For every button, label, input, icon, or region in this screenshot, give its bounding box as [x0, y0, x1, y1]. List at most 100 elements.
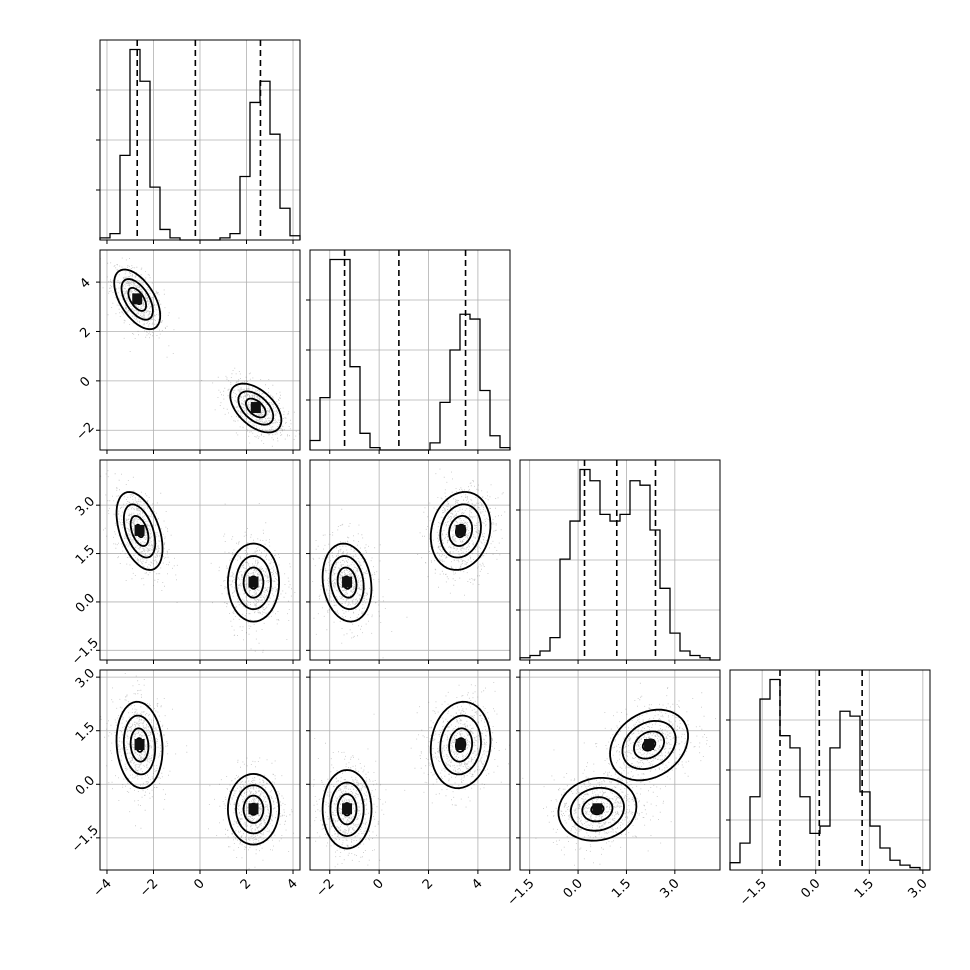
panel-3-1 [306, 669, 511, 874]
panel-2-0 [96, 459, 301, 664]
xtick-label: 0.0 [798, 876, 823, 901]
density [310, 682, 510, 868]
contour-level [115, 491, 164, 571]
panel-3-3 [726, 669, 931, 874]
panel-frame [99, 669, 301, 871]
contour-level [581, 796, 614, 823]
xtick-label: 0.0 [561, 876, 586, 901]
scatter-points [100, 470, 296, 653]
density-peak [134, 739, 145, 750]
contour-level [129, 727, 150, 763]
ytick-label: 2 [77, 325, 93, 341]
ytick-label: 3.0 [73, 666, 98, 691]
xtick-label: 2 [238, 876, 254, 892]
panel-frame [309, 459, 511, 661]
histogram-2 [519, 468, 720, 661]
contour-level [113, 268, 162, 331]
ytick-label: 0.0 [73, 591, 98, 616]
panel-2-2 [516, 459, 721, 664]
contour-level [122, 714, 157, 776]
density-peak [134, 524, 145, 536]
panel-frame [99, 249, 301, 451]
ytick-label: 3.0 [73, 494, 98, 519]
contour-level [244, 397, 267, 419]
density-peak [342, 576, 353, 588]
ytick-label: −1.5 [69, 635, 102, 668]
ytick-label: 1.5 [73, 542, 98, 567]
contour-level [127, 287, 148, 312]
contour-level [120, 278, 154, 321]
xtick-label: 1.5 [852, 876, 877, 901]
contour-level [242, 794, 265, 824]
density [522, 682, 720, 866]
xtick-label: 3.0 [905, 876, 930, 901]
contour-level [235, 555, 272, 611]
contour-level [336, 566, 358, 599]
xtick-label: 4 [284, 876, 300, 892]
contour-level [429, 491, 492, 571]
xtick-label: 1.5 [609, 876, 634, 901]
histogram-3 [729, 678, 930, 871]
contour-level [329, 555, 365, 611]
scatter-points [312, 468, 506, 659]
contour-level [448, 515, 473, 547]
histogram-1 [309, 258, 511, 451]
panel-frame [729, 669, 931, 871]
xtick-label: 0 [191, 876, 207, 892]
panel-frame [99, 39, 301, 241]
xtick-label: −2 [313, 876, 337, 900]
contour-level [242, 566, 265, 599]
contour-level [448, 727, 473, 763]
ytick-label: 0.0 [73, 773, 98, 798]
contour-level [439, 503, 482, 559]
panel-frame [99, 459, 301, 661]
density-peak [132, 293, 143, 305]
panel-frame [309, 249, 511, 451]
xtick-label: −2 [137, 876, 161, 900]
contour-level [557, 777, 638, 842]
xtick-label: 0 [371, 876, 387, 892]
contour-level [633, 730, 665, 760]
contour-level [321, 542, 373, 623]
ytick-label: −1.5 [69, 823, 102, 856]
contour-level [123, 503, 157, 559]
ytick-label: 0 [77, 374, 93, 390]
density [100, 673, 294, 870]
panel-3-0 [96, 669, 301, 874]
contour-level [115, 700, 164, 790]
contour-level [429, 700, 492, 790]
density [100, 470, 296, 653]
density-peak [455, 739, 466, 750]
panel-frame [519, 459, 721, 661]
contour-level [129, 514, 150, 547]
contour-level [229, 382, 283, 434]
xtick-label: −1.5 [505, 876, 538, 909]
density-peak [455, 524, 466, 536]
panel-0-0 [96, 39, 301, 244]
panel-1-1 [306, 249, 511, 454]
density [100, 257, 300, 447]
contour-level [235, 784, 272, 835]
ytick-label: 1.5 [73, 720, 98, 745]
scatter-points [100, 257, 300, 447]
contour-level [226, 542, 281, 623]
xtick-label: −1.5 [737, 876, 770, 909]
contour-level [329, 781, 365, 838]
density-peak [248, 576, 259, 588]
density [312, 468, 506, 659]
density-peak [342, 803, 353, 815]
contour-level [237, 390, 275, 426]
contour-level [621, 719, 677, 771]
contour-level [439, 714, 482, 776]
contour-level [226, 772, 281, 846]
contour-level [336, 793, 358, 826]
panel-frame [309, 669, 511, 871]
panel-2-1 [306, 459, 511, 664]
density-peak [592, 803, 603, 815]
panel-frame [519, 669, 721, 871]
xtick-label: 4 [469, 876, 485, 892]
contour-level [609, 708, 689, 782]
panel-1-0 [96, 249, 301, 454]
xtick-label: −4 [91, 876, 115, 900]
